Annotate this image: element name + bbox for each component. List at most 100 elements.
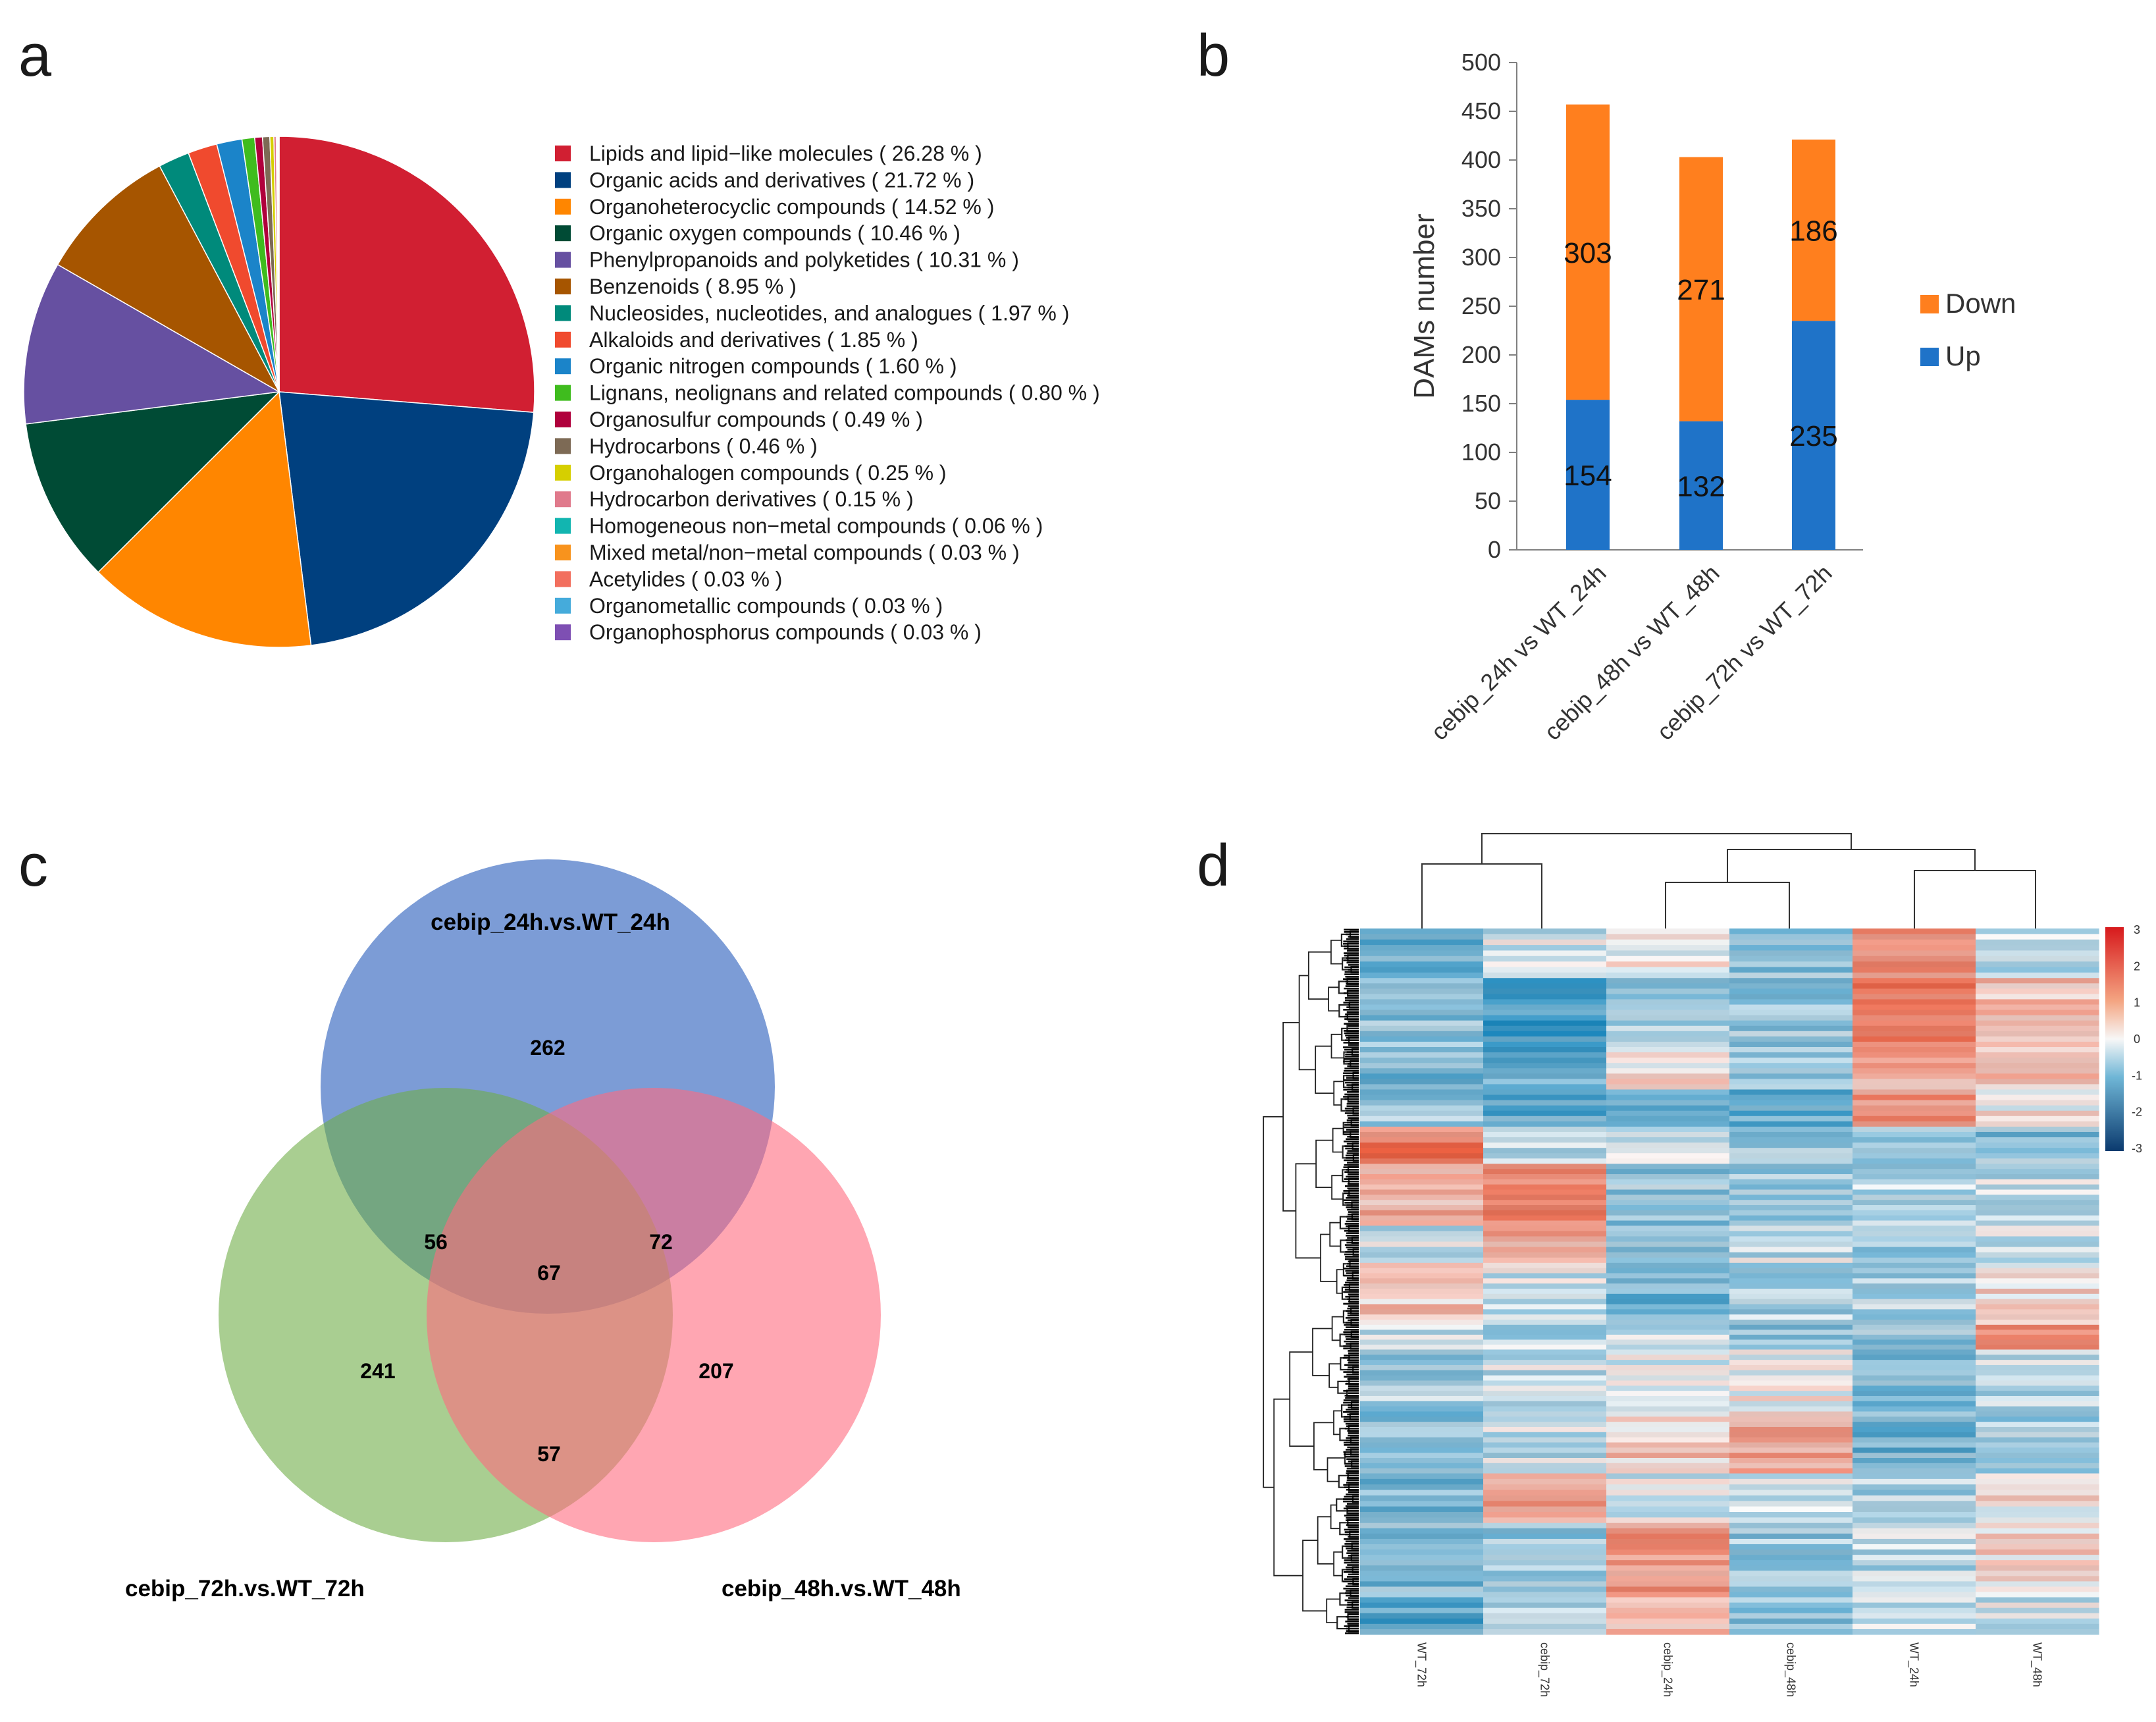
heatmap-cell (1976, 1293, 2099, 1300)
heatmap-cell (1976, 1189, 2099, 1195)
heatmap-cell (1360, 1314, 1484, 1320)
heatmap-cell (1483, 983, 1607, 989)
heatmap-cell (1729, 1137, 1853, 1143)
dendrogram-branch (1332, 1127, 1344, 1153)
y-tick-label: 0 (1488, 536, 1501, 563)
heatmap-cell (1729, 1355, 1853, 1360)
heatmap-cell (1853, 955, 1976, 962)
heatmap-cell (1360, 1084, 1484, 1090)
heatmap-cell (1976, 1512, 2099, 1518)
heatmap-cell (1360, 1607, 1484, 1614)
heatmap-cell (1483, 1395, 1607, 1402)
heatmap-cell (1606, 1478, 1730, 1485)
heatmap-cell (1853, 950, 1976, 957)
heatmap-cell (1606, 1153, 1730, 1159)
heatmap-cell (1360, 1004, 1484, 1011)
heatmap-cell (1853, 1174, 1976, 1180)
heatmap-cell (1360, 1501, 1484, 1507)
heatmap-cell (1360, 1047, 1484, 1053)
heatmap-cell (1976, 934, 2099, 940)
heatmap-cell (1606, 1247, 1730, 1253)
heatmap-cell (1853, 1416, 1976, 1422)
heatmap-cell (1729, 1391, 1853, 1397)
heatmap-cell (1729, 1143, 1853, 1148)
heatmap-cell (1976, 1522, 2099, 1529)
heatmap-cell (1729, 1153, 1853, 1159)
heatmap-cell (1976, 1571, 2099, 1576)
heatmap-cell (1976, 1252, 2099, 1258)
heatmap-cell (1976, 1334, 2099, 1340)
heatmap-cell (1853, 1169, 1976, 1175)
heatmap-cell (1853, 1262, 1976, 1269)
heatmap-cell (1729, 1205, 1853, 1211)
dendrogram-branch (1273, 1398, 1303, 1576)
heatmap-cell (1483, 1195, 1607, 1200)
venn-count-48h-72h: 57 (537, 1442, 561, 1466)
heatmap-cell (1853, 1158, 1976, 1164)
heatmap-cell (1729, 1473, 1853, 1480)
heatmap-cell (1483, 934, 1607, 940)
heatmap-cell (1606, 1437, 1730, 1443)
heatmap-cell (1606, 1426, 1730, 1433)
heatmap-cell (1729, 1416, 1853, 1422)
legend-label: Acetylides ( 0.03 % ) (589, 567, 782, 591)
legend-swatch (555, 571, 571, 587)
heatmap-cell (1976, 1586, 2099, 1593)
heatmap-cell (1976, 1339, 2099, 1345)
heatmap-cell (1360, 1009, 1484, 1016)
heatmap-cell (1360, 961, 1484, 968)
heatmap-cell (1483, 1364, 1607, 1371)
heatmap-cell (1729, 1273, 1853, 1279)
legend-label: Phenylpropanoids and polyketides ( 10.31… (589, 248, 1019, 272)
heatmap-cell (1606, 1401, 1730, 1407)
heatmap-cell (1976, 1153, 2099, 1159)
dendrogram-branch (1315, 1045, 1334, 1094)
heatmap-cell (1976, 1453, 2099, 1459)
heatmap-cell (1360, 1020, 1484, 1027)
heatmap-cell (1606, 1004, 1730, 1011)
heatmap-cell (1853, 1628, 1976, 1635)
heatmap-cell (1483, 1447, 1607, 1453)
legend-swatch (555, 597, 571, 614)
y-axis-label: DAMs number (1408, 213, 1440, 398)
pie-slice (278, 391, 535, 646)
heatmap-cell (1360, 1533, 1484, 1540)
legend-label: Nucleosides, nucleotides, and analogues … (589, 301, 1069, 325)
y-tick-label: 450 (1461, 97, 1501, 124)
heatmap-cell (1729, 994, 1853, 1000)
heatmap-cell (1853, 1268, 1976, 1274)
heatmap-cell (1853, 1309, 1976, 1315)
heatmap-cell (1976, 1364, 2099, 1371)
heatmap-cell (1729, 1116, 1853, 1122)
heatmap-cell (1729, 1293, 1853, 1300)
heatmap-cell (1360, 1031, 1484, 1037)
heatmap-cell (1853, 1247, 1976, 1253)
heatmap-cell (1853, 1380, 1976, 1386)
heatmap-cell (1606, 1241, 1730, 1248)
heatmap-cell (1729, 1592, 1853, 1598)
heatmap-cell (1606, 1468, 1730, 1474)
heatmap-cell (1976, 1330, 2099, 1335)
heatmap-cell (1853, 1453, 1976, 1459)
heatmap-cell (1729, 1370, 1853, 1376)
heatmap-cell (1360, 1576, 1484, 1582)
heatmap-cell (1976, 1299, 2099, 1305)
heatmap-cell (1483, 1148, 1607, 1154)
heatmap-cell (1360, 1458, 1484, 1464)
heatmap-column-label: cebip_72h (1538, 1642, 1552, 1697)
heatmap-cell (1729, 1512, 1853, 1518)
heatmap-cell (1853, 1205, 1976, 1211)
heatmap-cell (1606, 1576, 1730, 1582)
dendrogram-branch (1263, 1116, 1284, 1488)
heatmap-cell (1360, 1273, 1484, 1279)
heatmap-cell (1483, 1025, 1607, 1032)
heatmap-cell (1976, 1041, 2099, 1048)
heatmap-cell (1360, 1100, 1484, 1106)
heatmap-cell (1729, 1517, 1853, 1524)
heatmap-cell (1853, 1179, 1976, 1185)
heatmap-cell (1729, 1004, 1853, 1011)
legend-swatch (555, 198, 571, 215)
heatmap-cell (1729, 1453, 1853, 1459)
heatmap-cell (1729, 1544, 1853, 1550)
legend-swatch (555, 545, 571, 560)
